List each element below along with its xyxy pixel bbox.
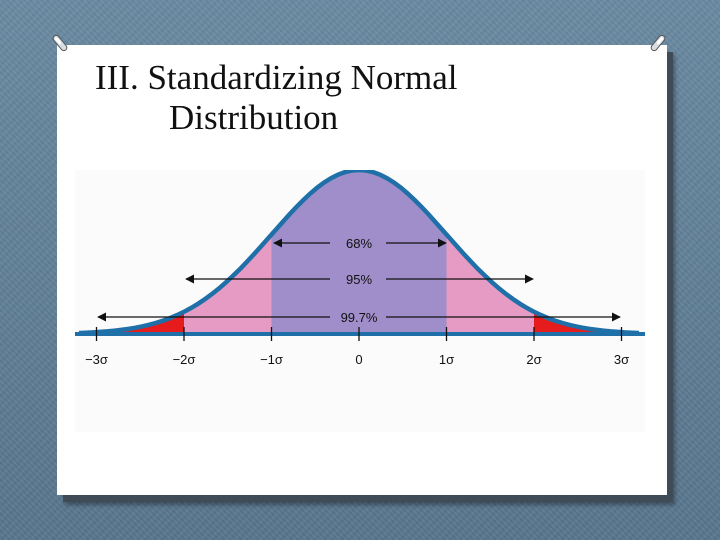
normal-curve-diagram: −3σ −2σ −1σ 0 1σ 2σ 3σ 68% 95% 99.7% [75,167,645,367]
tail-region-right [534,311,639,334]
tick-label: 3σ [614,352,629,367]
title-line-1: III. Standardizing Normal [95,58,458,97]
arrow-99-7: 99.7% [97,310,621,325]
axis-ticks: −3σ −2σ −1σ 0 1σ 2σ 3σ [85,327,629,367]
arrow-95: 95% [185,272,534,287]
arrow-68: 68% [273,236,447,251]
region-center [271,170,447,334]
tick-label: −3σ [85,352,108,367]
pin-icon [52,34,68,52]
tick-label: 1σ [439,352,454,367]
pin-icon [650,34,666,52]
slide-title: III. Standardizing Normal Distribution [95,58,615,138]
shaded-regions [79,170,639,334]
arrow-label-99-7: 99.7% [341,310,378,325]
tick-label: 2σ [526,352,541,367]
arrow-label-68: 68% [346,236,372,251]
arrow-label-95: 95% [346,272,372,287]
tick-label: 0 [355,352,362,367]
tick-label: −1σ [260,352,283,367]
tick-label: −2σ [173,352,196,367]
tail-region-left [79,311,184,334]
title-line-2: Distribution [169,98,339,137]
normal-distribution-figure: −3σ −2σ −1σ 0 1σ 2σ 3σ 68% 95% 99.7% [75,167,645,432]
